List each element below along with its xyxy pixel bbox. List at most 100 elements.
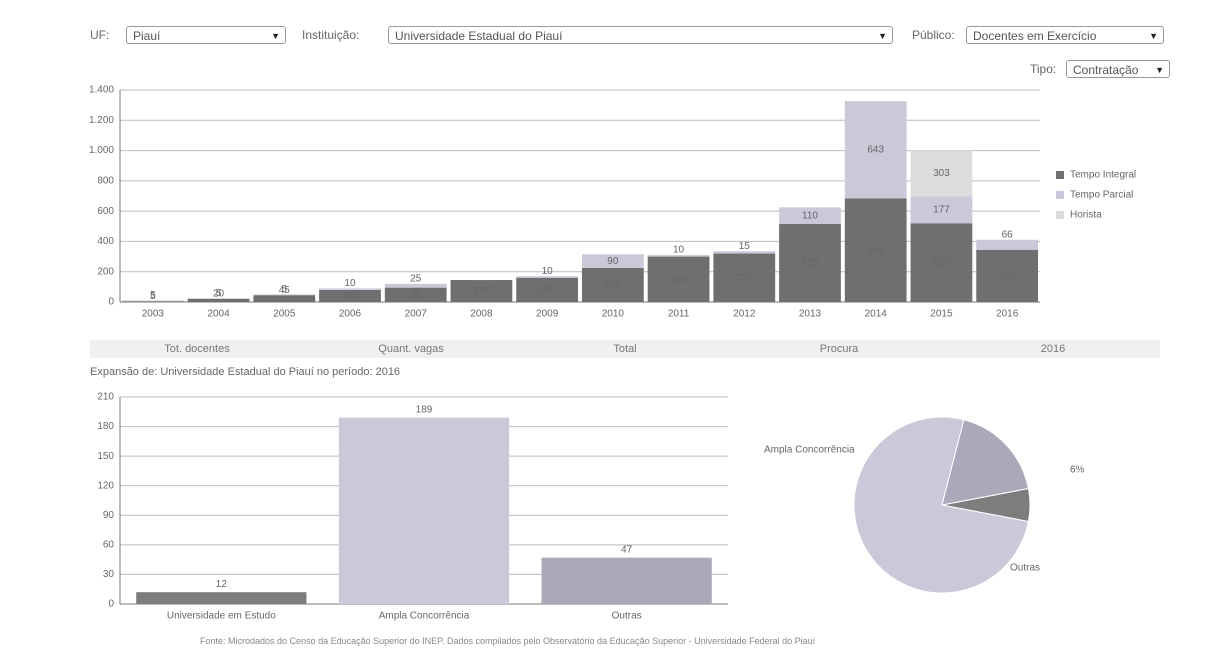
data-label: 10	[542, 266, 554, 277]
data-label: 177	[933, 204, 950, 215]
x-tick-label: Universidade em Estudo	[167, 611, 276, 622]
x-tick-label: 2011	[668, 309, 690, 320]
x-tick-label: 2010	[602, 309, 625, 320]
data-label: 303	[933, 168, 950, 179]
data-label: 145	[473, 286, 490, 297]
data-label: 45	[279, 285, 291, 296]
x-tick-label: Ampla Concorrência	[379, 611, 470, 622]
bar-segment	[976, 249, 1039, 302]
data-label: 20	[213, 289, 225, 300]
inst-label: Instituição:	[302, 28, 360, 42]
uf-select[interactable]: Piauí	[126, 26, 286, 45]
bar-segment	[976, 239, 1039, 250]
x-tick-label: 2016	[996, 309, 1019, 320]
x-tick-label: 2003	[142, 309, 165, 320]
bar-segment	[647, 256, 710, 302]
data-label: 643	[867, 144, 884, 155]
period-select[interactable]: Docentes em Exercício	[966, 26, 1164, 45]
y-tick-label: 400	[97, 236, 114, 247]
data-label: 25	[410, 273, 422, 284]
bar-segment	[384, 283, 447, 288]
data-label: 80	[344, 291, 356, 302]
data-label: 47	[621, 544, 633, 555]
y-tick-label: 0	[108, 297, 114, 308]
y-tick-label: 200	[97, 266, 114, 277]
bar-segment	[187, 298, 250, 299]
data-label: 5	[282, 284, 288, 295]
pie-label: Ampla Concorrência	[764, 445, 855, 456]
period-label: Público:	[912, 28, 955, 42]
bar-segment	[319, 289, 381, 302]
x-tick-label: 2005	[273, 309, 296, 320]
subtitle: Expansão de: Universidade Estadual do Pi…	[90, 366, 401, 378]
bar-segment	[121, 301, 184, 302]
data-label: 684	[867, 245, 884, 256]
y-tick-label: 1.400	[89, 85, 114, 96]
data-label: 10	[344, 278, 356, 289]
legend-swatch	[1056, 171, 1064, 179]
bar	[541, 557, 712, 604]
data-label: 320	[736, 272, 753, 283]
data-label: 225	[605, 280, 622, 291]
bar-segment	[253, 294, 316, 296]
x-tick-label: 2008	[470, 309, 493, 320]
table-cell: Quant. vagas	[378, 343, 444, 355]
y-tick-label: 210	[97, 392, 114, 403]
pie-slice	[853, 416, 1030, 594]
legend-label: Tempo Integral	[1070, 170, 1136, 181]
data-label: 345	[999, 271, 1016, 282]
x-tick-label: 2009	[536, 309, 559, 320]
bar-segment	[713, 251, 776, 254]
footnote: Fonte: Microdados do Censo da Educação S…	[200, 636, 816, 646]
bar-segment	[910, 223, 973, 302]
y-tick-label: 150	[97, 451, 114, 462]
data-label: 160	[539, 285, 556, 296]
x-tick-label: 2012	[733, 309, 756, 320]
legend-swatch	[1056, 191, 1064, 199]
data-label: 12	[216, 579, 228, 590]
bar-segment	[581, 254, 644, 268]
data-label: 5	[150, 290, 156, 301]
x-tick-label: 2014	[865, 309, 888, 320]
x-tick-label: 2006	[339, 309, 362, 320]
data-label: 300	[670, 274, 687, 285]
data-label: 10	[673, 245, 685, 256]
y-tick-label: 60	[103, 539, 115, 550]
inst-select[interactable]: Universidade Estadual do Piauí	[388, 26, 893, 45]
data-label: 5	[216, 288, 222, 299]
data-label: 515	[802, 258, 819, 269]
bar-segment	[844, 101, 907, 199]
bar-segment	[450, 280, 513, 302]
data-label: 66	[1002, 229, 1014, 240]
x-tick-label: 2015	[930, 309, 953, 320]
legend-label: Horista	[1070, 210, 1102, 221]
bar	[136, 592, 307, 604]
bar-segment	[253, 295, 316, 302]
data-label: 15	[739, 241, 751, 252]
x-tick-label: 2013	[799, 309, 822, 320]
y-tick-label: 180	[97, 421, 114, 432]
bar-segment	[647, 255, 710, 257]
legend-label: Tempo Parcial	[1070, 190, 1133, 201]
bar-segment	[910, 196, 973, 224]
type-label: Tipo:	[1030, 62, 1057, 76]
data-label: 110	[802, 210, 818, 221]
table-cell: Tot. docentes	[164, 343, 230, 355]
uf-label: UF:	[90, 28, 110, 42]
bar-segment	[319, 288, 381, 290]
y-tick-label: 90	[103, 510, 115, 521]
bar-segment	[384, 287, 447, 302]
table-cell: Procura	[819, 343, 859, 355]
bar-segment	[121, 300, 184, 302]
legend-swatch	[1056, 211, 1064, 219]
x-tick-label: 2004	[207, 309, 230, 320]
type-select[interactable]: Contratação	[1066, 60, 1170, 79]
bar-segment	[516, 277, 579, 302]
y-tick-label: 1.000	[89, 145, 114, 156]
bar-segment	[581, 267, 644, 302]
table-cell: 2016	[1040, 343, 1066, 355]
y-tick-label: 0	[108, 599, 114, 610]
bar	[338, 417, 510, 604]
data-label: 520	[933, 257, 950, 268]
